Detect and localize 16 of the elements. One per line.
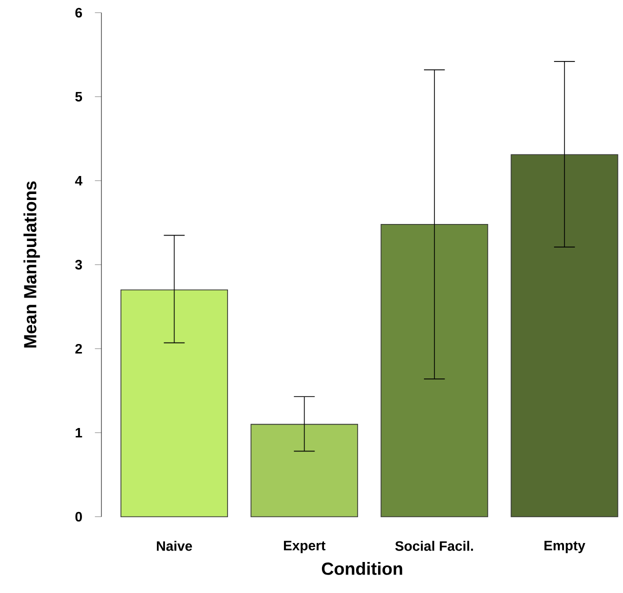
- y-tick-label: 4: [75, 176, 82, 186]
- y-tick-label: 5: [75, 92, 82, 102]
- y-tick-label: 0: [75, 512, 82, 522]
- y-tick-label: 1: [76, 428, 82, 438]
- x-tick-label: Expert: [284, 540, 326, 554]
- x-tick-label: Empty: [544, 540, 586, 554]
- bar: [250, 424, 358, 518]
- x-tick-label: Naive: [156, 540, 192, 551]
- x-tick-label: Social Facil.: [395, 540, 473, 551]
- y-tick-label: 6: [75, 8, 82, 18]
- bar: [120, 290, 228, 518]
- y-axis-title: Mean Manipulations: [23, 181, 40, 348]
- y-tick-label: 2: [75, 344, 82, 354]
- y-tick-label: 3: [75, 260, 82, 270]
- x-axis-title: Condition: [322, 562, 402, 575]
- bar: [510, 154, 618, 518]
